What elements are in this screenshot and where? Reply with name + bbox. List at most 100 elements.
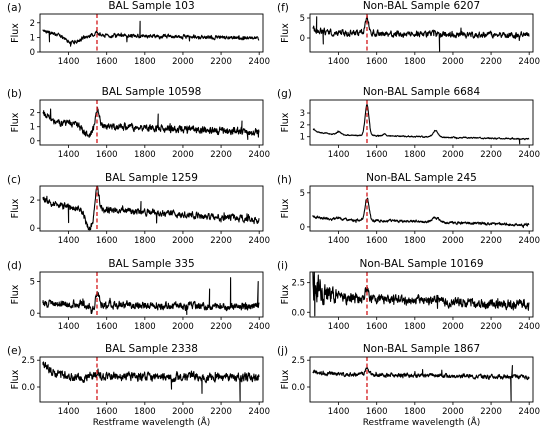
panel-title: BAL Sample 335 [108,258,194,270]
panel-5: BAL Sample 2338 (e) Flux 1400 1600 1800 2000 22… [7,343,270,428]
x-tick-label: 2000 [172,407,194,417]
panel-9: Non-BAL Sample 10169 (i) Flux 1400 1600 1800 2… [277,258,540,332]
x-tick-label: 1800 [404,236,426,246]
y-tick-label: 5 [300,14,305,24]
x-tick-label: 1800 [134,150,156,160]
y-tick-label: 2.5 [291,356,305,366]
panel-letter: (h) [277,174,292,186]
y-tick-label: 0 [30,224,35,234]
x-tick-label: 1400 [58,150,80,160]
x-tick-label: 1400 [58,236,80,246]
x-tick-label: 1400 [328,236,350,246]
x-tick-label: 2000 [442,57,464,67]
spectrum-line [312,15,530,52]
y-tick-label: 2 [300,121,305,131]
x-tick-label: 2200 [210,150,232,160]
panel-1: BAL Sample 103 (a) Flux 1400 1600 1800 2000 220… [7,0,270,67]
panel-letter: (c) [7,174,21,186]
x-tick-label: 2200 [480,322,502,332]
x-tick-label: 1800 [134,407,156,417]
x-tick-label: 1800 [134,236,156,246]
x-tick-label: 2400 [518,150,540,160]
y-axis-label: Flux [280,23,291,43]
x-tick-label: 1800 [404,322,426,332]
axes-frame [309,99,534,146]
x-tick-label: 2000 [442,322,464,332]
y-axis-label: Flux [10,369,21,389]
panel-title: BAL Sample 10598 [102,86,202,98]
y-tick-label: 2.5 [21,356,35,366]
axes-frame [309,13,534,53]
panel-letter: (e) [7,345,22,357]
y-axis-label: Flux [10,112,21,132]
panel-7: Non-BAL Sample 6684 (g) Flux 1400 1600 1800 20… [277,86,540,160]
axes-frame [309,356,534,403]
spectrum-line [42,361,260,402]
y-tick-label: 3 [300,109,305,119]
x-tick-label: 2400 [518,236,540,246]
x-tick-label: 2200 [480,236,502,246]
x-tick-label: 1600 [96,322,118,332]
x-tick-label: 1600 [366,57,388,67]
x-tick-label: 1800 [134,322,156,332]
spectrum-line [42,185,260,231]
panel-letter: (b) [7,88,22,100]
y-tick-label: 2 [30,19,35,29]
y-tick-label: 1 [30,33,35,43]
axes-frame [309,271,534,318]
x-tick-label: 2400 [518,57,540,67]
x-tick-label: 2200 [210,57,232,67]
x-tick-label: 2400 [248,150,270,160]
panel-letter: (d) [7,260,22,272]
x-tick-label: 2200 [210,407,232,417]
y-tick-label: 1 [30,123,35,133]
x-tick-label: 1600 [366,236,388,246]
x-tick-label: 1400 [328,407,350,417]
y-tick-label: 2.5 [291,279,305,289]
spectrum-line [42,106,260,140]
y-tick-label: 5 [30,278,35,288]
axes-frame [39,185,264,232]
x-tick-label: 1400 [58,322,80,332]
x-tick-label: 1800 [404,407,426,417]
x-tick-label: 1600 [96,57,118,67]
spectrum-line [312,271,530,317]
y-tick-label: 0 [30,137,35,147]
y-tick-label: 2 [30,109,35,119]
x-tick-label: 2400 [248,407,270,417]
panel-title: BAL Sample 1259 [105,172,198,184]
panel-letter: (a) [7,2,22,14]
x-tick-label: 1400 [328,322,350,332]
x-tick-label: 1400 [328,57,350,67]
spectrum-line [42,20,260,47]
y-tick-label: 0 [300,223,305,233]
y-axis-label: Flux [280,112,291,132]
panel-letter: (g) [277,88,292,100]
spectrum-line [312,197,530,229]
panel-6: Non-BAL Sample 6207 (f) Flux 1400 1600 1800 20… [277,0,540,67]
axes-frame [39,271,264,318]
axes-frame [309,185,534,232]
x-tick-label: 1600 [96,150,118,160]
x-tick-label: 2200 [480,150,502,160]
x-tick-label: 1600 [96,236,118,246]
x-tick-label: 2200 [210,322,232,332]
x-tick-label: 1600 [366,407,388,417]
x-tick-label: 2000 [172,322,194,332]
axes-frame [39,356,264,403]
panel-8: Non-BAL Sample 245 (h) Flux 1400 1600 1800 200… [277,172,540,246]
axes-frame [39,99,264,146]
x-axis-label: Restframe wavelength (Å) [93,416,211,428]
y-tick-label: 0.0 [21,383,35,393]
x-tick-label: 2200 [210,236,232,246]
x-tick-label: 2400 [518,322,540,332]
y-tick-label: 0.0 [291,383,305,393]
y-axis-label: Flux [10,23,21,43]
y-tick-label: 5 [300,189,305,199]
x-tick-label: 1800 [134,57,156,67]
x-axis-label: Restframe wavelength (Å) [363,416,481,428]
x-tick-label: 2200 [480,407,502,417]
x-tick-label: 2200 [480,57,502,67]
x-tick-label: 2000 [442,407,464,417]
